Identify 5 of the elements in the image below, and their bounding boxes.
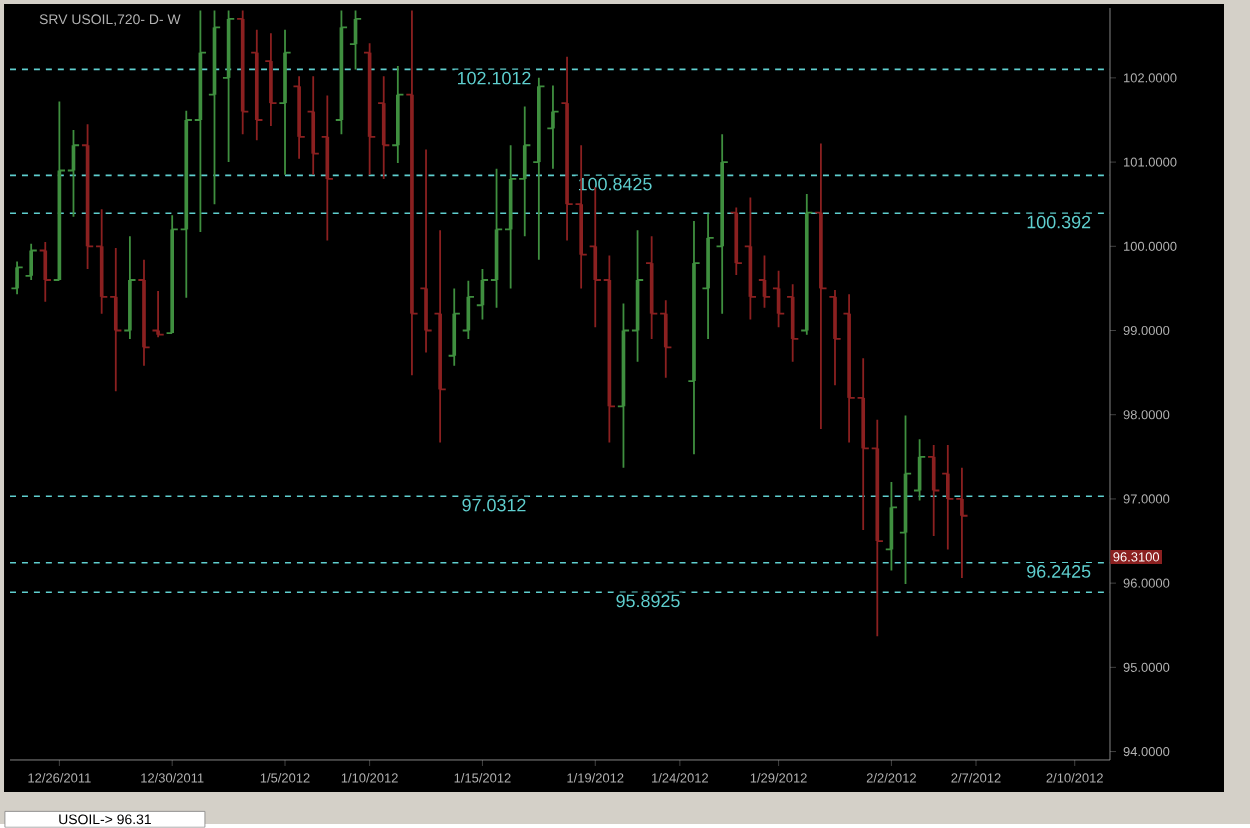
ref-line-label: 97.0312 [462,498,526,512]
ref-line-label: 100.392 [1027,215,1091,229]
ref-line-label: 102.1012 [457,71,531,85]
ref-line-label: 96.2425 [1027,565,1091,578]
ref-line-label: 95.8925 [616,594,680,608]
